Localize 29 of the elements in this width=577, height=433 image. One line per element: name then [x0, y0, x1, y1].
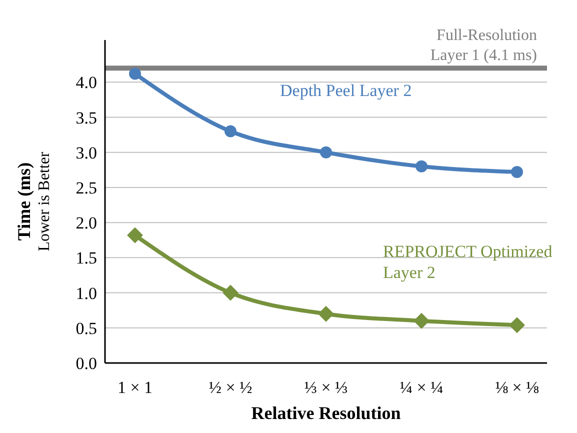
y-tick-label: 4.0 [76, 73, 97, 92]
y-tick-label: 3.5 [76, 108, 97, 128]
ref-line-label: Full-Resolution Layer 1 (4.1 ms) [430, 27, 537, 64]
y-tick-label: 1.5 [76, 248, 97, 268]
x-tick-label: ⅛ × ⅛ [495, 378, 540, 398]
y-tick-label: 0.0 [76, 354, 97, 374]
y-tick-label: 1.0 [76, 284, 97, 303]
y-tick-label: 2.5 [76, 178, 97, 198]
x-tick-label: ⅓ × ⅓ [304, 378, 348, 398]
y-tick-label: 2.0 [76, 214, 97, 233]
y-axis-title: Time (ms) Lower is Better [14, 151, 53, 252]
point [129, 68, 141, 80]
x-tick-label: 1 × 1 [117, 378, 153, 398]
point [511, 166, 523, 178]
y-tick-label: 0.5 [76, 318, 97, 338]
y-tick-label: 3.0 [76, 143, 97, 162]
x-axis-title: Relative Resolution [251, 403, 401, 423]
text: Depth Peel Layer 2 [280, 81, 412, 100]
text: REPROJECT Optimized Layer 2 [383, 242, 553, 282]
point [416, 160, 428, 172]
point [509, 317, 525, 334]
point [222, 284, 238, 301]
x-tick-label: ½ × ½ [208, 378, 253, 398]
point [320, 146, 332, 158]
point [127, 227, 143, 244]
point [414, 312, 430, 329]
point [224, 125, 236, 138]
x-tick-label: ¼ × ¼ [400, 378, 444, 398]
point [318, 306, 334, 322]
